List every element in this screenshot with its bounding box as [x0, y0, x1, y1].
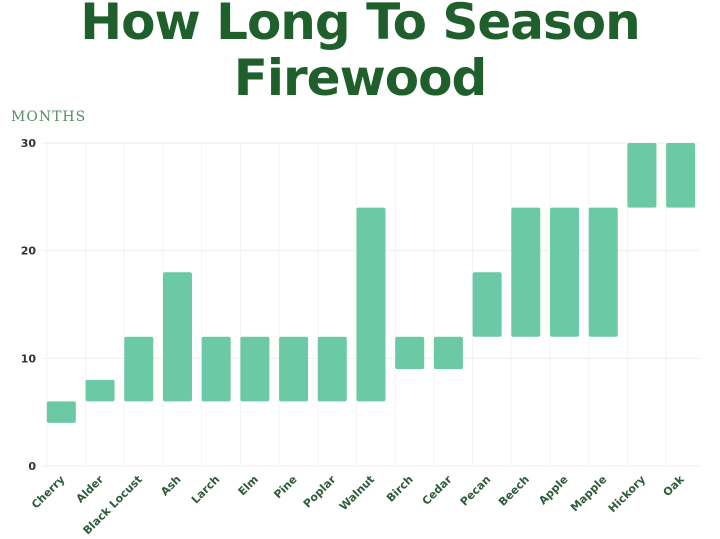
bar-alder: [85, 379, 115, 402]
bar-poplar: [317, 336, 347, 402]
bar-beech: [511, 207, 541, 337]
y-tick-label: 20: [21, 245, 37, 258]
bar-mapple: [588, 207, 618, 337]
bar-black-locust: [124, 336, 154, 402]
bar-cherry: [46, 401, 76, 423]
bar-apple: [550, 207, 580, 337]
x-tick-label: Cedar: [420, 473, 455, 508]
bar-ash: [162, 272, 192, 402]
x-tick-label: Apple: [536, 473, 570, 507]
x-tick-label: Birch: [384, 473, 416, 505]
x-tick-label: Alder: [74, 473, 107, 506]
x-tick-label: Mapple: [568, 473, 609, 514]
bar-birch: [395, 336, 425, 370]
y-tick-label: 10: [21, 352, 37, 365]
y-tick-label: 0: [28, 460, 36, 473]
x-tick-label: Elm: [236, 473, 261, 498]
x-tick-label: Beech: [496, 473, 532, 509]
y-axis-label: MONTHS: [11, 109, 87, 125]
x-tick-label: Walnut: [337, 473, 377, 513]
bar-hickory: [627, 143, 657, 208]
bar-elm: [240, 336, 270, 402]
bar-pine: [279, 336, 309, 402]
bar-pecan: [472, 272, 502, 337]
x-tick-label: Larch: [189, 473, 222, 506]
x-tick-label: Cherry: [29, 473, 67, 511]
bar-cedar: [433, 336, 463, 370]
y-tick-label: 30: [21, 137, 37, 150]
x-tick-label: Poplar: [301, 473, 339, 511]
bar-walnut: [356, 207, 386, 402]
x-tick-label: Hickory: [606, 473, 648, 515]
x-tick-label: Oak: [661, 472, 688, 499]
x-tick-label: Ash: [158, 473, 183, 498]
bar-larch: [201, 336, 231, 402]
x-tick-label: Pine: [271, 473, 299, 501]
bar-oak: [666, 143, 696, 208]
chart-title: How Long To Season Firewood: [80, 0, 640, 107]
x-tick-label: Pecan: [458, 473, 494, 509]
